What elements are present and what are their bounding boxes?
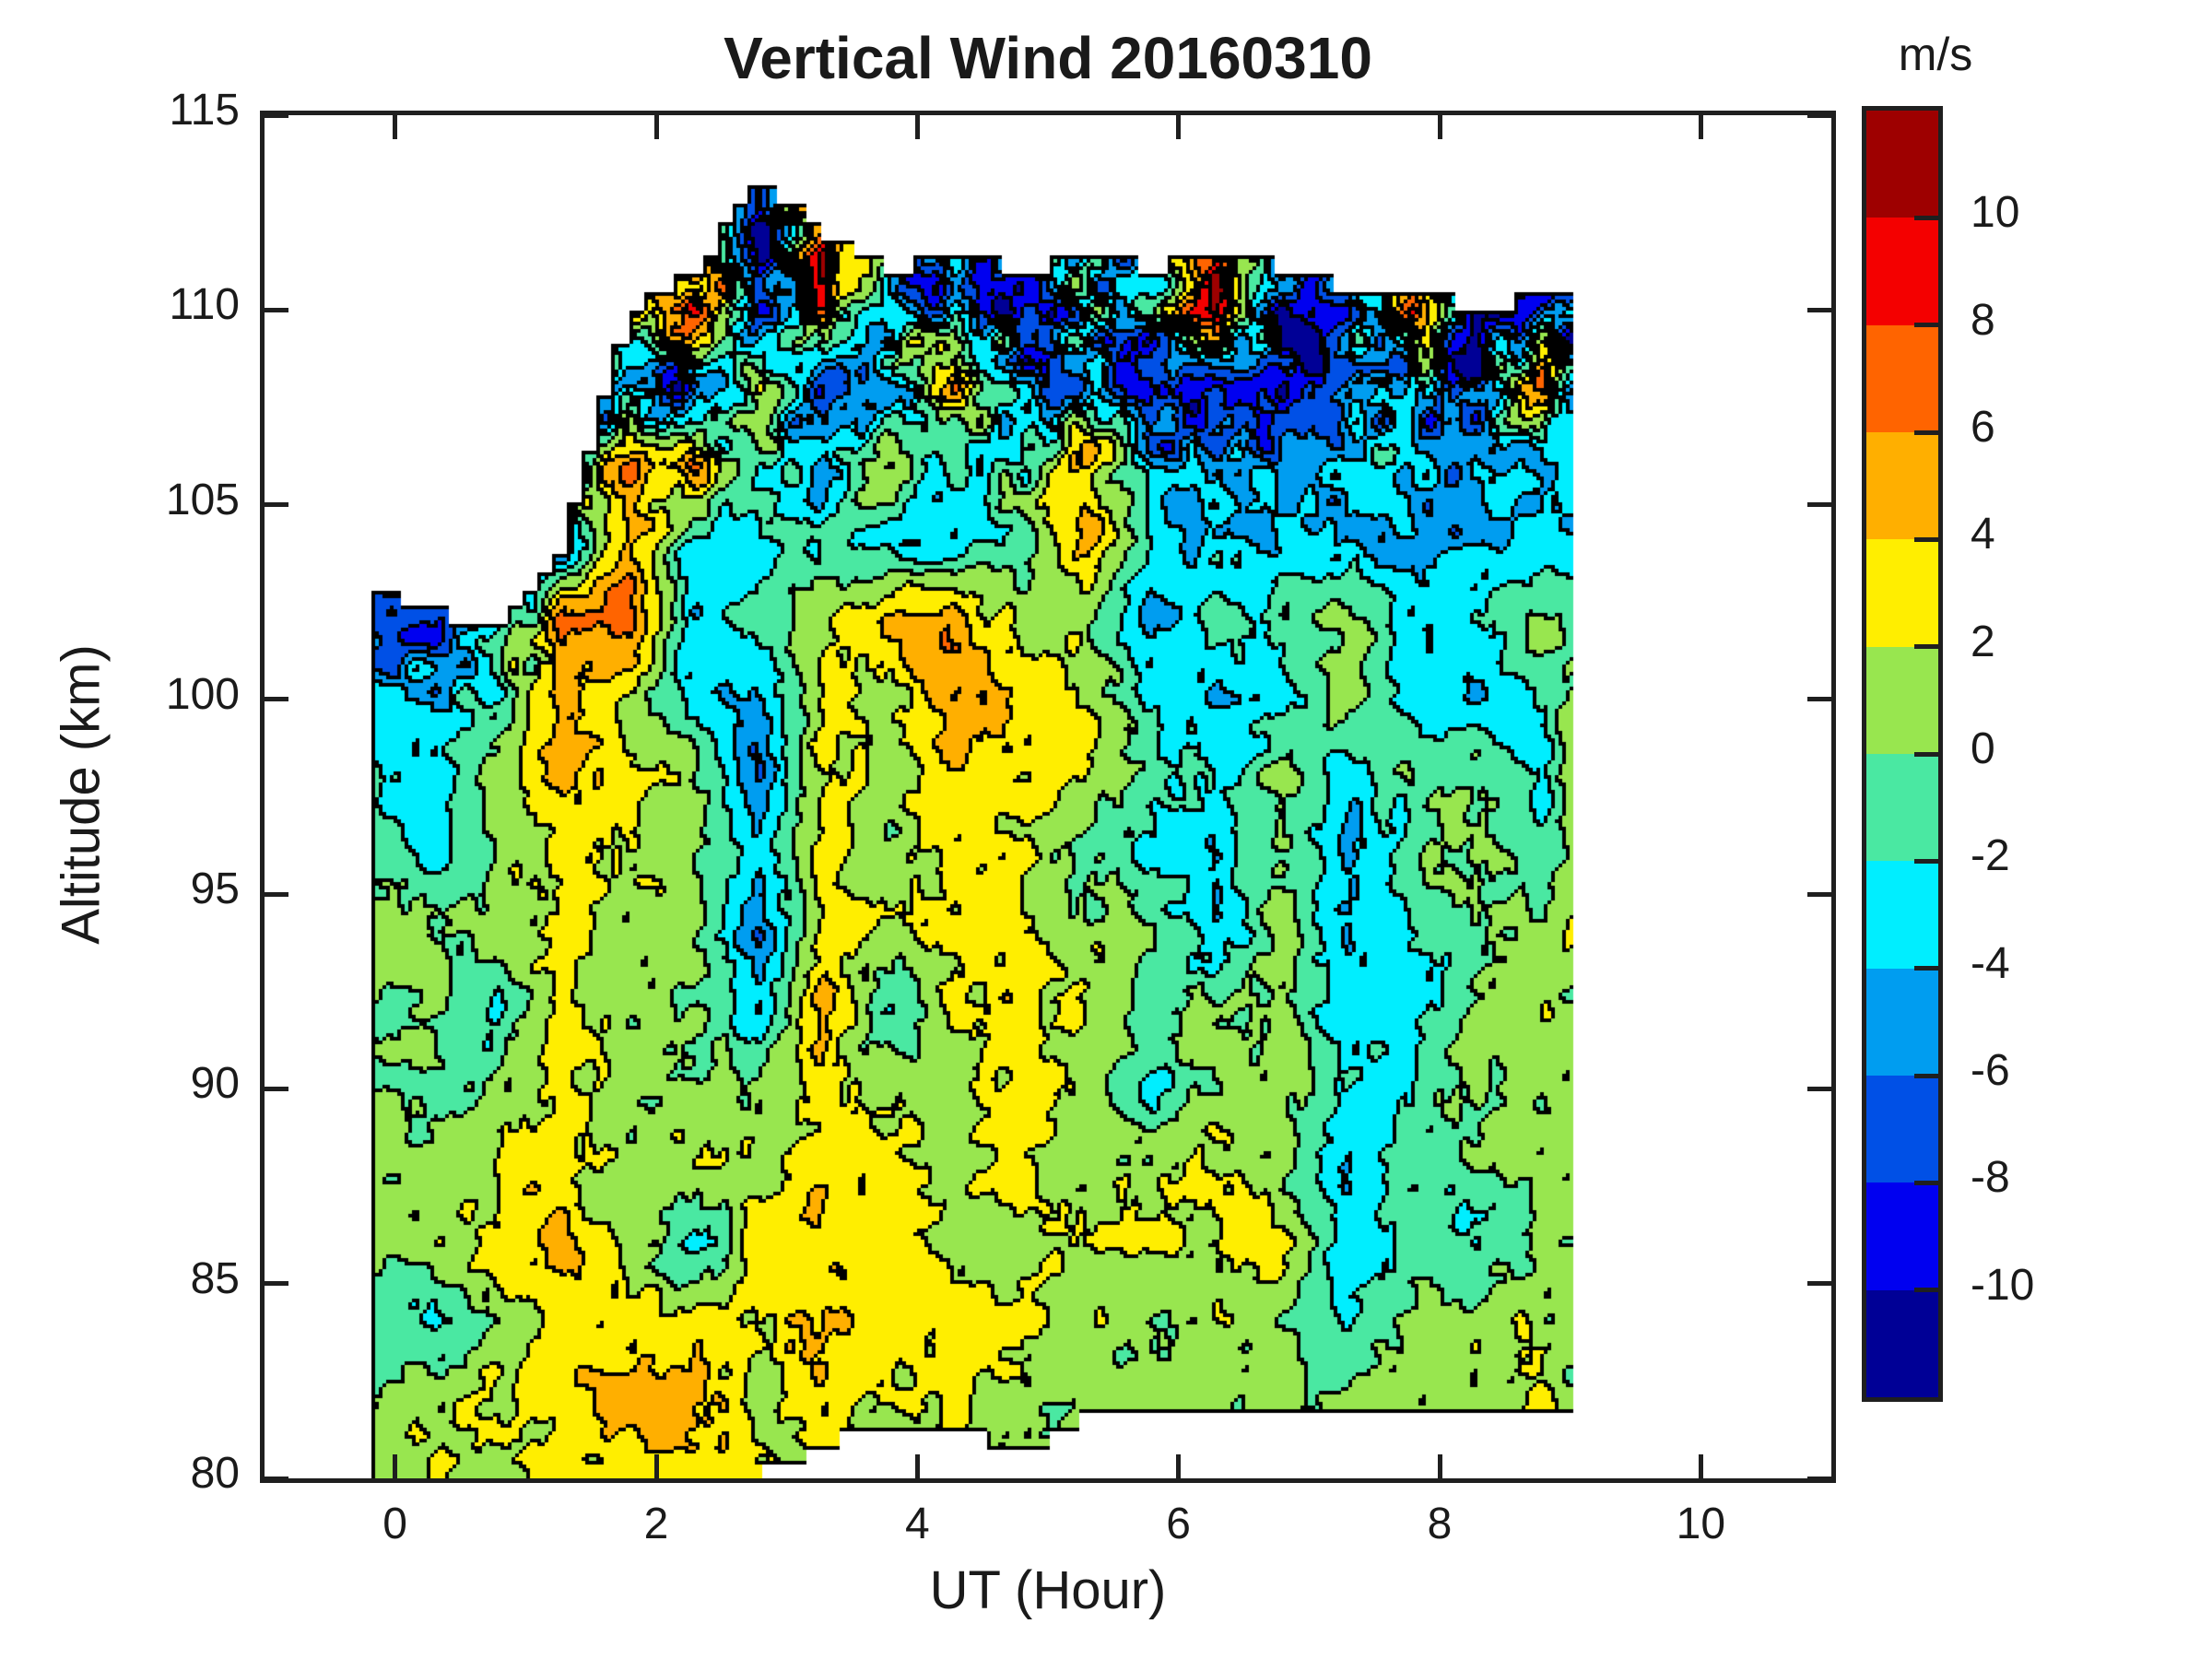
- colorbar-band: [1866, 1182, 1938, 1290]
- colorbar-tick: [1914, 1288, 1938, 1293]
- y-tick: [265, 1476, 288, 1481]
- x-tick-label: 0: [382, 1500, 408, 1548]
- chart-title: Vertical Wind 20160310: [724, 25, 1372, 91]
- x-tick-top: [1698, 115, 1703, 139]
- y-tick-right: [1807, 891, 1831, 897]
- x-axis-label: UT (Hour): [929, 1560, 1167, 1620]
- y-tick-right: [1807, 502, 1831, 508]
- x-tick-top: [1176, 115, 1182, 139]
- colorbar-tick-label: -2: [1971, 831, 2010, 881]
- colorbar-tick: [1914, 751, 1938, 757]
- colorbar-tick-label: 0: [1971, 724, 1995, 773]
- colorbar-band: [1866, 646, 1938, 754]
- x-tick-label: 8: [1427, 1500, 1453, 1548]
- colorbar-band: [1866, 324, 1938, 432]
- colorbar-tick-label: -6: [1971, 1046, 2010, 1095]
- x-tick-label: 10: [1676, 1500, 1726, 1548]
- x-tick-top: [914, 115, 920, 139]
- x-tick-top: [1437, 115, 1442, 139]
- x-tick: [1698, 1454, 1703, 1478]
- y-tick: [265, 502, 288, 508]
- colorbar-tick: [1914, 858, 1938, 864]
- colorbar-tick: [1914, 1073, 1938, 1078]
- x-tick-label: 2: [643, 1500, 669, 1548]
- y-tick-right: [1807, 112, 1831, 118]
- colorbar-tick-label: 8: [1971, 295, 1995, 345]
- x-tick: [1437, 1454, 1442, 1478]
- colorbar: [1862, 106, 1943, 1402]
- y-tick-right: [1807, 307, 1831, 312]
- colorbar-tick-label: 4: [1971, 510, 1995, 559]
- x-tick-label: 6: [1166, 1500, 1192, 1548]
- colorbar-units-label: m/s: [1898, 29, 1973, 80]
- colorbar-tick: [1914, 644, 1938, 650]
- colorbar-tick-label: 2: [1971, 617, 1995, 666]
- plot-area: [260, 111, 1836, 1483]
- y-tick: [265, 1281, 288, 1287]
- y-tick: [265, 307, 288, 312]
- colorbar-tick: [1914, 1180, 1938, 1185]
- colorbar-band: [1866, 111, 1938, 218]
- y-tick-label: 80: [190, 1449, 240, 1498]
- colorbar-tick-label: 10: [1971, 188, 2020, 238]
- y-tick-right: [1807, 1086, 1831, 1091]
- y-tick-label: 85: [190, 1253, 240, 1303]
- y-tick-right: [1807, 1476, 1831, 1481]
- y-tick-right: [1807, 697, 1831, 702]
- x-tick-top: [393, 115, 398, 139]
- y-tick-label: 90: [190, 1059, 240, 1109]
- colorbar-band: [1866, 431, 1938, 540]
- x-tick-top: [653, 115, 659, 139]
- x-tick: [653, 1454, 659, 1478]
- colorbar-band: [1866, 861, 1938, 969]
- x-tick: [1176, 1454, 1182, 1478]
- colorbar-band: [1866, 539, 1938, 647]
- colorbar-tick: [1914, 966, 1938, 971]
- colorbar-band: [1866, 1075, 1938, 1183]
- colorbar-tick: [1914, 215, 1938, 220]
- colorbar-tick-label: 6: [1971, 403, 1995, 452]
- x-tick-label: 4: [904, 1500, 930, 1548]
- y-tick: [265, 112, 288, 118]
- colorbar-tick-label: -4: [1971, 938, 2010, 988]
- contour-field-canvas: [265, 115, 1831, 1478]
- y-tick-label: 105: [165, 475, 240, 524]
- colorbar-band: [1866, 218, 1938, 325]
- colorbar-tick: [1914, 323, 1938, 328]
- colorbar-tick-label: -10: [1971, 1260, 2035, 1310]
- colorbar-band: [1866, 968, 1938, 1076]
- colorbar-tick: [1914, 429, 1938, 435]
- y-tick-right: [1807, 1281, 1831, 1287]
- colorbar-tick: [1914, 536, 1938, 542]
- colorbar-band: [1866, 753, 1938, 862]
- y-tick: [265, 697, 288, 702]
- y-tick: [265, 891, 288, 897]
- y-tick: [265, 1086, 288, 1091]
- y-tick-label: 115: [169, 86, 240, 135]
- colorbar-tick-label: -8: [1971, 1153, 2010, 1203]
- y-tick-label: 100: [165, 669, 240, 719]
- x-tick: [393, 1454, 398, 1478]
- x-tick: [914, 1454, 920, 1478]
- colorbar-band: [1866, 1289, 1938, 1397]
- y-tick-label: 95: [190, 865, 240, 914]
- y-tick-label: 110: [169, 280, 240, 330]
